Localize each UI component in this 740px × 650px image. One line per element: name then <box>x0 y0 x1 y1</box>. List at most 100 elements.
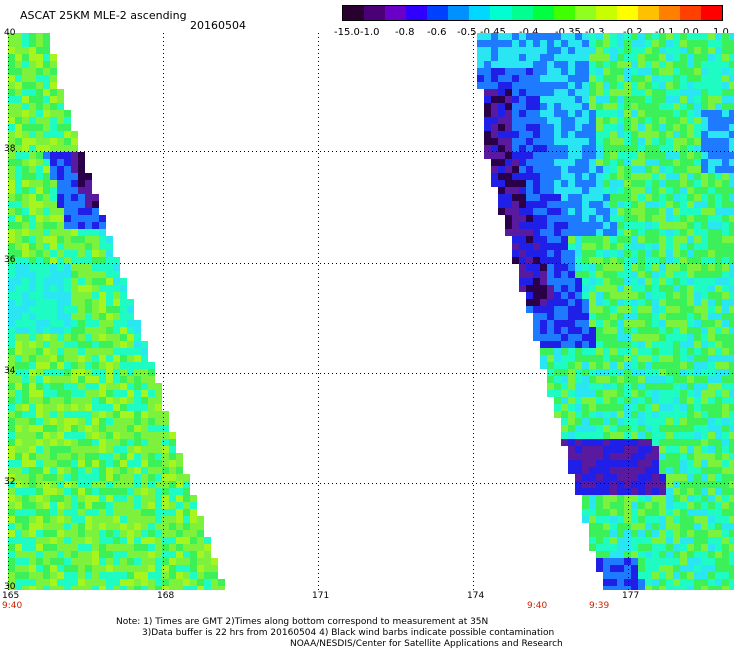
swath-cell <box>603 453 610 460</box>
swath-cell <box>526 173 533 180</box>
swath-cell <box>204 572 211 579</box>
swath-cell <box>645 516 652 523</box>
swath-cell <box>631 285 638 292</box>
swath-cell <box>694 390 701 397</box>
swath-cell <box>533 264 540 271</box>
swath-cell <box>708 537 715 544</box>
swath-cell <box>638 152 645 159</box>
swath-cell <box>50 404 57 411</box>
swath-cell <box>64 271 71 278</box>
swath-cell <box>533 40 540 47</box>
swath-cell <box>85 460 92 467</box>
swath-cell <box>666 537 673 544</box>
swath-cell <box>596 222 603 229</box>
swath-cell <box>127 404 134 411</box>
swath-cell <box>99 264 106 271</box>
swath-cell <box>547 355 554 362</box>
swath-cell <box>603 110 610 117</box>
swath-cell <box>36 467 43 474</box>
swath-cell <box>589 75 596 82</box>
swath-cell <box>71 243 78 250</box>
swath-cell <box>680 271 687 278</box>
swath-cell <box>666 418 673 425</box>
swath-cell <box>99 313 106 320</box>
swath-cell <box>547 250 554 257</box>
swath-cell <box>64 264 71 271</box>
swath-cell <box>659 47 666 54</box>
swath-cell <box>708 180 715 187</box>
swath-cell <box>148 523 155 530</box>
swath-cell <box>127 544 134 551</box>
swath-cell <box>43 558 50 565</box>
swath-cell <box>71 313 78 320</box>
lon-label-168: 168 <box>157 591 175 601</box>
swath-cell <box>617 320 624 327</box>
swath-cell <box>162 495 169 502</box>
swath-cell <box>540 362 547 369</box>
swath-cell <box>99 348 106 355</box>
swath-cell <box>15 558 22 565</box>
swath-cell <box>43 565 50 572</box>
swath-cell <box>603 250 610 257</box>
swath-cell <box>547 264 554 271</box>
swath-cell <box>120 299 127 306</box>
swath-cell <box>477 75 484 82</box>
swath-cell <box>29 432 36 439</box>
swath-cell <box>673 236 680 243</box>
swath-cell <box>645 278 652 285</box>
swath-cell <box>722 47 729 54</box>
swath-cell <box>85 537 92 544</box>
swath-cell <box>50 572 57 579</box>
swath-cell <box>617 474 624 481</box>
swath-cell <box>78 215 85 222</box>
swath-cell <box>15 96 22 103</box>
swath-cell <box>169 460 176 467</box>
swath-cell <box>36 586 43 590</box>
swath-cell <box>687 502 694 509</box>
swath-cell <box>127 355 134 362</box>
swath-cell <box>603 488 610 495</box>
swath-cell <box>50 173 57 180</box>
swath-cell <box>22 502 29 509</box>
swath-cell <box>15 488 22 495</box>
swath-cell <box>148 404 155 411</box>
swath-cell <box>106 243 113 250</box>
swath-cell <box>729 47 734 54</box>
swath-cell <box>134 411 141 418</box>
swath-cell <box>638 376 645 383</box>
swath-cell <box>652 187 659 194</box>
swath-cell <box>694 313 701 320</box>
swath-cell <box>134 369 141 376</box>
swath-cell <box>715 103 722 110</box>
swath-cell <box>155 411 162 418</box>
swath-cell <box>561 418 568 425</box>
swath-cell <box>652 180 659 187</box>
swath-cell <box>694 152 701 159</box>
swath-cell <box>15 40 22 47</box>
swath-cell <box>708 264 715 271</box>
swath-cell <box>652 369 659 376</box>
swath-cell <box>694 124 701 131</box>
swath-cell <box>120 509 127 516</box>
swath-cell <box>15 460 22 467</box>
swath-cell <box>547 54 554 61</box>
swath-cell <box>561 68 568 75</box>
swath-cell <box>582 138 589 145</box>
swath-cell <box>575 306 582 313</box>
swath-cell <box>8 418 15 425</box>
swath-cell <box>526 159 533 166</box>
swath-cell <box>617 418 624 425</box>
swath-cell <box>722 362 729 369</box>
swath-cell <box>64 236 71 243</box>
swath-cell <box>631 138 638 145</box>
swath-cell <box>722 411 729 418</box>
swath-cell <box>561 54 568 61</box>
swath-cell <box>722 481 729 488</box>
swath-cell <box>617 313 624 320</box>
swath-cell <box>631 75 638 82</box>
swath-cell <box>204 537 211 544</box>
swath-cell <box>162 432 169 439</box>
colorbar-swatch <box>406 6 428 20</box>
swath-cell <box>603 124 610 131</box>
swath-cell <box>680 516 687 523</box>
